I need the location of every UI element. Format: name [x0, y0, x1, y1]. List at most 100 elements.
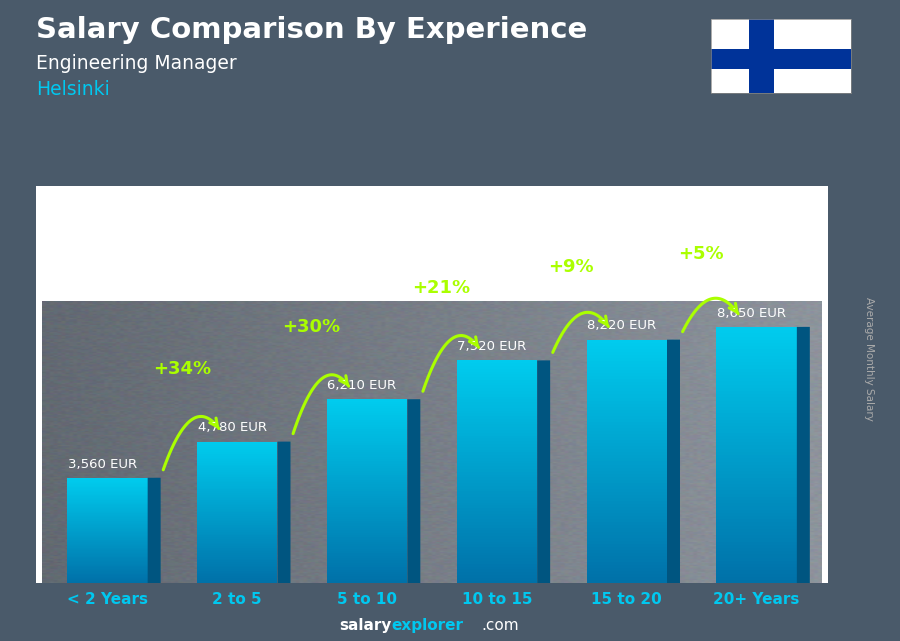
Bar [716, 510, 796, 513]
Bar [327, 549, 408, 551]
Bar [197, 505, 277, 507]
Text: +9%: +9% [548, 258, 594, 276]
Text: +30%: +30% [283, 318, 341, 336]
Bar [587, 577, 667, 580]
Bar [68, 522, 148, 524]
Bar [587, 394, 667, 397]
Bar [197, 456, 277, 458]
Bar [456, 513, 537, 517]
Bar [327, 512, 408, 514]
Bar [587, 340, 667, 343]
Bar [68, 545, 148, 546]
Bar [197, 449, 277, 451]
Bar [587, 568, 667, 571]
Bar [587, 516, 667, 519]
Bar [197, 534, 277, 535]
Bar [197, 551, 277, 553]
Text: Average Monthly Salary: Average Monthly Salary [863, 297, 874, 421]
Bar [327, 563, 408, 565]
Bar [587, 388, 667, 392]
Bar [327, 528, 408, 530]
Bar [327, 581, 408, 583]
Bar [716, 391, 796, 394]
Text: +34%: +34% [153, 360, 211, 378]
Bar [68, 482, 148, 483]
Bar [456, 436, 537, 438]
Polygon shape [537, 360, 550, 583]
Bar [327, 406, 408, 408]
Bar [68, 573, 148, 574]
Bar [587, 559, 667, 562]
Bar [197, 548, 277, 550]
Bar [327, 440, 408, 443]
Bar [456, 556, 537, 558]
Bar [197, 451, 277, 453]
Bar [716, 538, 796, 542]
Bar [587, 470, 667, 474]
Bar [327, 556, 408, 558]
Bar [587, 376, 667, 379]
Bar [587, 355, 667, 358]
Bar [327, 399, 408, 401]
Bar [456, 383, 537, 385]
Bar [197, 465, 277, 467]
Bar [456, 494, 537, 497]
Bar [587, 449, 667, 453]
Bar [456, 483, 537, 486]
Bar [587, 519, 667, 522]
Bar [197, 500, 277, 502]
Bar [327, 462, 408, 463]
Bar [327, 517, 408, 519]
Bar [327, 401, 408, 404]
Text: 3,560 EUR: 3,560 EUR [68, 458, 137, 470]
Bar [197, 541, 277, 542]
Bar [587, 492, 667, 495]
Bar [68, 510, 148, 511]
Bar [68, 532, 148, 533]
Bar [587, 526, 667, 528]
Text: explorer: explorer [392, 619, 464, 633]
Bar [587, 540, 667, 544]
Bar [716, 333, 796, 337]
Bar [327, 535, 408, 537]
Bar [197, 537, 277, 539]
Bar [456, 528, 537, 530]
Bar [716, 417, 796, 420]
Bar [587, 504, 667, 507]
Bar [68, 549, 148, 551]
Bar [68, 567, 148, 569]
Bar [197, 535, 277, 537]
Bar [197, 454, 277, 456]
Bar [327, 533, 408, 535]
Bar [749, 19, 774, 93]
Bar [68, 581, 148, 582]
Bar [716, 500, 796, 503]
Bar [456, 397, 537, 399]
Bar [587, 483, 667, 486]
Bar [456, 567, 537, 569]
Bar [68, 538, 148, 540]
Bar [197, 486, 277, 488]
Bar [456, 385, 537, 388]
Bar [456, 547, 537, 550]
Bar [716, 362, 796, 365]
Bar [327, 491, 408, 494]
Bar [587, 550, 667, 553]
Bar [68, 491, 148, 492]
Bar [716, 369, 796, 372]
Bar [327, 473, 408, 475]
Bar [456, 466, 537, 469]
Bar [716, 462, 796, 465]
Bar [68, 520, 148, 521]
Bar [587, 440, 667, 443]
Bar [68, 561, 148, 562]
Bar [456, 369, 537, 372]
Bar [327, 429, 408, 431]
Bar [68, 494, 148, 495]
Polygon shape [277, 442, 291, 583]
Bar [327, 454, 408, 457]
Bar [68, 525, 148, 527]
Bar [327, 427, 408, 429]
Bar [587, 556, 667, 559]
Bar [197, 542, 277, 544]
